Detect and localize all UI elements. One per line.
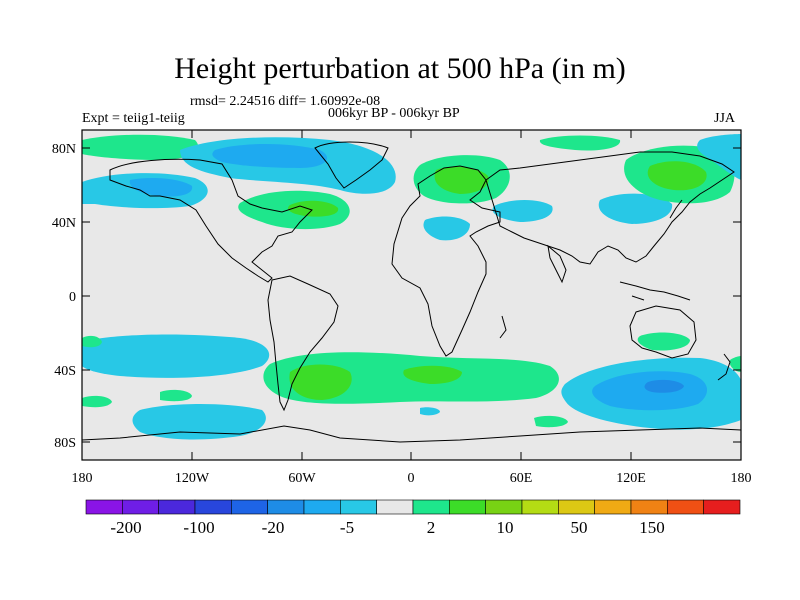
positive-anomaly-south-pacific-3 (160, 389, 192, 402)
colorbar-label: 2 (426, 518, 436, 537)
colorbar-swatch (630, 499, 668, 515)
positive-anomaly-east-australia (637, 332, 690, 351)
negative-anomaly-east-asia (598, 193, 673, 224)
colorbar-swatch (412, 499, 450, 515)
lon-tick-label: 120E (616, 471, 646, 486)
lat-tick-label: 40N (52, 216, 76, 231)
colorbar-swatch (667, 499, 704, 515)
lat-tick-label: 0 (69, 290, 76, 305)
colorbar-swatch (267, 499, 305, 515)
coastline-southeast-asia-islands (619, 281, 691, 301)
coastline-greenland (314, 141, 389, 189)
colorbar-label: -5 (339, 518, 355, 537)
colorbar-swatch (85, 499, 123, 515)
colorbar-label: 50 (570, 518, 588, 537)
colorbar-label: -100 (183, 518, 215, 537)
lon-tick-label: 180 (731, 471, 752, 486)
negative-anomaly-north-pacific-core (129, 178, 193, 197)
negative-anomaly-australia-south-core (644, 379, 684, 393)
negative-anomaly-central-asia (492, 200, 553, 222)
coastline-australia (629, 305, 697, 359)
stats-text: rmsd= 2.24516 diff= 1.60992e-08 (190, 94, 381, 109)
positive-anomaly-south-atlantic-core (289, 364, 352, 400)
longitude-axis: 180 120W 60W 0 60E 120E 180 (72, 130, 752, 486)
coastline-asia (485, 151, 735, 265)
colorbar-swatch (303, 499, 341, 515)
negative-anomaly-south-atlantic-small (420, 407, 440, 416)
colorbar-swatch (594, 499, 632, 515)
negative-anomaly-south-pacific-west (82, 334, 270, 378)
coastline-new-zealand (717, 353, 731, 381)
colorbar-swatch (122, 499, 159, 515)
coastlines (82, 141, 741, 443)
lat-tick-label: 80N (52, 142, 76, 157)
positive-anomaly-europe-core (434, 166, 489, 194)
coastline-north-america (109, 158, 313, 283)
lat-tick-label: 80S (54, 436, 76, 451)
colorbar-label: 10 (496, 518, 514, 537)
positive-anomaly-south-indian-small (534, 415, 568, 428)
negative-anomaly-south-pacific-south (132, 404, 266, 440)
positive-anomaly-south-pacific-2 (82, 395, 112, 408)
latitude-axis: 80N 40N 0 40S 80S (52, 142, 741, 451)
negative-anomaly-nz-small (729, 396, 741, 412)
positive-anomaly-south-pacific-1 (82, 335, 102, 348)
positive-anomaly-nw-atlantic-core (287, 200, 339, 217)
colorbar-swatch (558, 499, 595, 515)
colorbar-swatch (231, 499, 268, 515)
positive-anomaly-south-indian-core (403, 365, 462, 384)
negative-anomaly-arctic-east (697, 134, 741, 180)
colorbar-swatch (703, 499, 741, 515)
coastline-south-america (267, 275, 339, 412)
coastline-antarctica (82, 425, 741, 443)
positive-anomaly-arctic-north (539, 135, 621, 151)
colorbar-swatch (485, 499, 523, 515)
colorbar-label: -200 (110, 518, 142, 537)
positive-anomaly-east-pacific-small (729, 356, 741, 372)
colorbar (85, 499, 741, 515)
colorbar-swatch (194, 499, 232, 515)
season-label: JJA (714, 111, 736, 126)
colorbar-label: -20 (261, 518, 285, 537)
coastline-madagascar (499, 315, 507, 339)
negative-anomaly-greenland-core (212, 144, 328, 168)
positive-anomaly-arctic-west (82, 134, 199, 160)
contour-fields (82, 134, 741, 440)
colorbar-swatch (340, 499, 377, 515)
experiment-label: Expt = teiig1-teiig (82, 111, 185, 126)
page-title: Height perturbation at 500 hPa (in m) (174, 52, 626, 85)
colorbar-swatch (521, 499, 559, 515)
lat-tick-label: 40S (54, 364, 76, 379)
colorbar-swatch (158, 499, 196, 515)
coastline-india (547, 244, 567, 284)
lon-tick-label: 120W (175, 471, 210, 486)
lon-tick-label: 180 (72, 471, 93, 486)
coastline-japan (669, 199, 683, 219)
colorbar-swatch (449, 499, 486, 515)
positive-anomaly-siberia-core (647, 161, 707, 191)
colorbar-swatch (376, 499, 414, 515)
coastline-europe-africa (391, 165, 501, 357)
lon-tick-label: 60W (288, 471, 316, 486)
period-label: 006kyr BP - 006kyr BP (328, 106, 460, 121)
lon-tick-label: 60E (510, 471, 533, 486)
colorbar-label: 150 (639, 518, 665, 537)
negative-anomaly-mediterranean (423, 216, 470, 241)
lon-tick-label: 0 (408, 471, 415, 486)
